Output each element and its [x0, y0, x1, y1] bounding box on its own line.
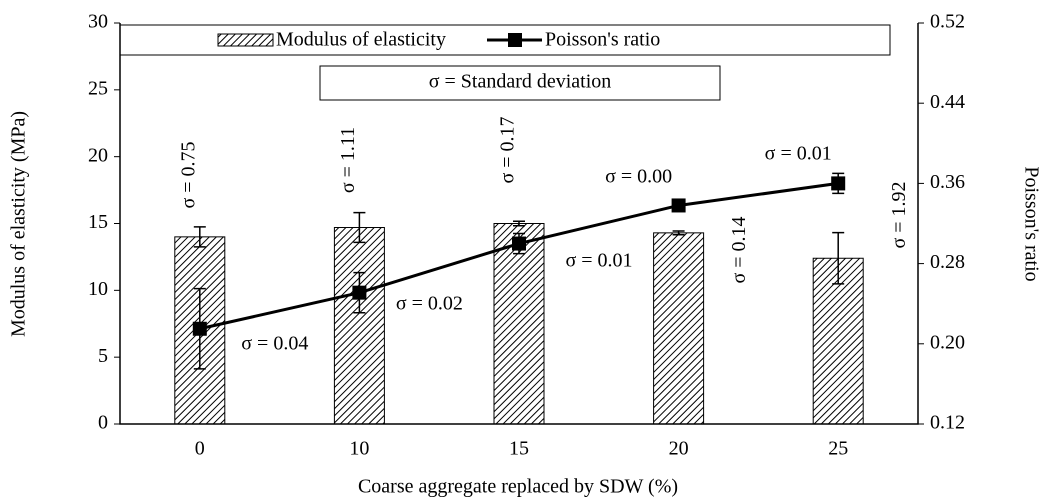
marker: [192, 321, 207, 336]
y-tick-label: 20: [88, 144, 108, 166]
y-tick-label: 10: [88, 278, 108, 300]
error-bar: [513, 220, 525, 227]
y2-tick-label: 0.20: [930, 331, 965, 353]
error-bar: [353, 211, 366, 244]
x-tick-label: 10: [349, 438, 369, 460]
bar: [653, 232, 705, 425]
x-tick-label: 15: [509, 438, 529, 460]
error-label: σ = 0.04: [241, 333, 308, 355]
annotation-box: [319, 65, 721, 101]
y-tick-label: 0: [98, 412, 108, 434]
error-label: σ = 0.02: [396, 293, 463, 315]
error-bar: [832, 231, 845, 285]
bar: [812, 257, 864, 425]
annotation: σ = Standard deviation: [429, 71, 612, 93]
x-tick-label: 25: [828, 438, 848, 460]
y-axis-label: Modulus of elasticity (MPa): [8, 111, 30, 337]
y2-tick-label: 0.12: [930, 412, 965, 434]
y2-tick-label: 0.36: [930, 171, 965, 193]
error-label: σ = 0.01: [765, 143, 832, 165]
axes: [119, 23, 919, 425]
y-tick-label: 5: [98, 345, 108, 367]
legend-label: Poisson's ratio: [545, 29, 660, 51]
marker: [671, 198, 686, 213]
error-label: σ = 0.75: [177, 141, 199, 208]
y-tick-label: 30: [88, 11, 108, 33]
marker: [831, 176, 846, 191]
legend-swatch: [217, 33, 274, 47]
error-label: σ = 0.14: [728, 216, 750, 283]
error-bar: [193, 226, 206, 248]
marker: [512, 236, 526, 251]
x-tick-label: 20: [669, 438, 689, 460]
error-bar: [672, 230, 685, 236]
error-label: σ = 1.92: [888, 181, 910, 248]
bar: [333, 227, 385, 425]
error-label: σ = 0.17: [497, 116, 519, 183]
y2-tick-label: 0.28: [930, 251, 965, 273]
error-label: σ = 0.01: [565, 250, 632, 272]
y-tick-label: 15: [88, 211, 108, 233]
x-tick-label: 0: [195, 438, 205, 460]
y-tick-label: 25: [88, 77, 108, 99]
bar: [493, 223, 545, 425]
y2-axis-label: Poisson's ratio: [1020, 166, 1042, 281]
legend-marker: [508, 33, 522, 47]
x-axis-label: Coarse aggregate replaced by SDW (%): [358, 476, 678, 498]
error-label: σ = 0.00: [605, 166, 672, 188]
marker: [352, 285, 367, 300]
error-label: σ = 1.11: [337, 127, 359, 193]
y2-tick-label: 0.44: [930, 91, 965, 113]
y2-tick-label: 0.52: [930, 11, 965, 33]
legend-label: Modulus of elasticity: [276, 29, 446, 51]
